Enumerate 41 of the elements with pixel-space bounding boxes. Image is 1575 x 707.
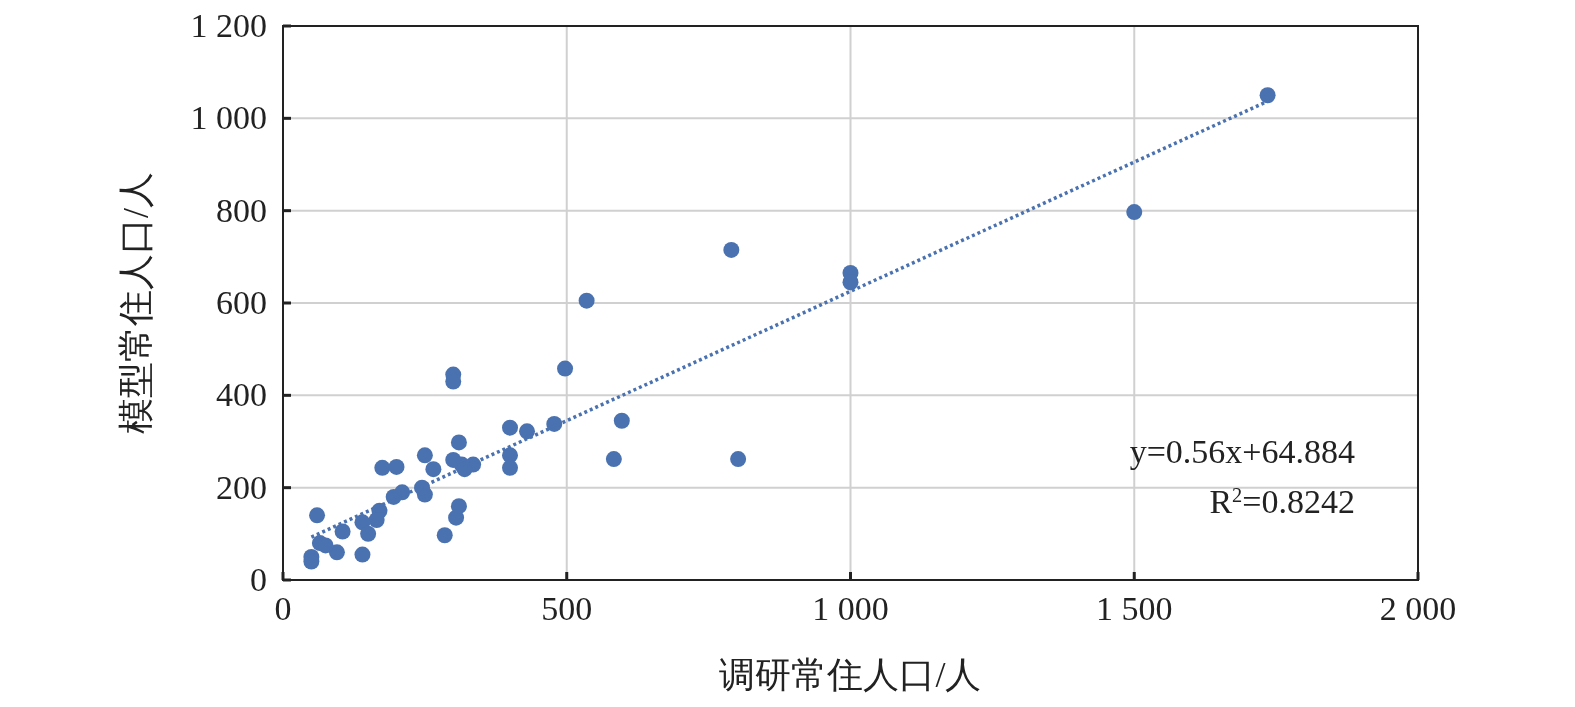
point — [448, 509, 465, 526]
x-tick-label: 1 500 — [1096, 590, 1173, 627]
point — [502, 459, 518, 476]
y-tick-label: 200 — [216, 468, 267, 506]
point — [519, 423, 536, 440]
point — [317, 537, 334, 554]
y-tick-label: 0 — [250, 561, 267, 598]
point — [723, 241, 740, 258]
point — [328, 544, 345, 561]
point — [425, 461, 442, 478]
x-tick-label: 0 — [274, 590, 292, 627]
y-tick-label: 800 — [216, 191, 267, 229]
annotation: R$^{2}$=0.8242 — [1209, 483, 1355, 520]
point — [605, 451, 622, 468]
point — [502, 419, 518, 436]
point — [368, 511, 385, 528]
y-axis-title: 模型常住人口/人 — [116, 171, 156, 435]
point — [416, 447, 433, 464]
point — [436, 527, 453, 544]
x-tick-label: 500 — [541, 590, 593, 627]
y-tick-label: 1 200 — [190, 7, 267, 44]
y-tick-label: 400 — [216, 376, 267, 414]
x-tick-label: 2 000 — [1379, 590, 1457, 627]
x-tick-label: 1 000 — [812, 590, 889, 627]
point — [557, 360, 574, 377]
point — [1126, 204, 1143, 221]
point — [388, 458, 405, 475]
point — [1259, 87, 1276, 104]
point — [334, 523, 351, 540]
point — [374, 459, 391, 476]
annotation: y=0.56x+64.884 — [1129, 433, 1355, 470]
point — [309, 507, 326, 524]
point — [354, 546, 371, 563]
point — [578, 292, 595, 309]
point — [360, 525, 377, 542]
point — [613, 412, 630, 429]
point — [730, 451, 747, 468]
point — [450, 434, 467, 451]
y-tick-label: 600 — [216, 284, 267, 321]
y-tick-label: 1 000 — [190, 99, 267, 137]
x-axis-title: 调研常住人口/人 — [719, 655, 982, 695]
